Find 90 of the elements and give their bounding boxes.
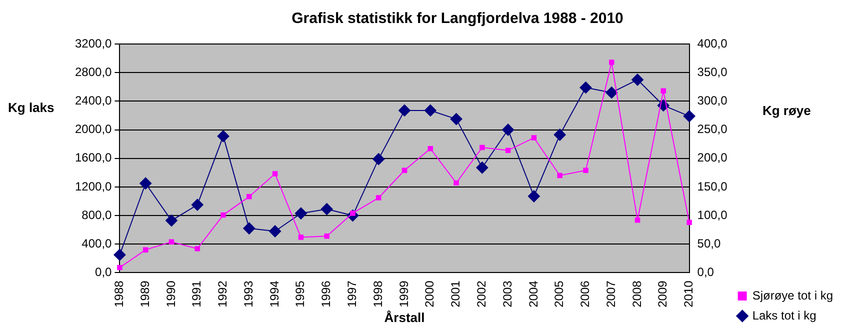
point (531, 135, 537, 140)
y2-tick-label: 400,0 (697, 36, 728, 50)
point (580, 82, 592, 94)
x-tick-label: 1990 (164, 280, 178, 308)
x-tick-label: 1994 (267, 280, 282, 308)
point (191, 198, 204, 211)
point (686, 220, 692, 226)
y2-tick-label: 200,0 (697, 150, 728, 165)
x-tick-label: 2000 (422, 280, 437, 308)
point (608, 60, 614, 65)
point (194, 246, 200, 252)
point (294, 207, 307, 220)
x-tick-label: 2006 (578, 280, 592, 308)
point (402, 168, 408, 173)
x-tick-label: 2005 (552, 280, 566, 308)
legend-label: Laks tot i kg (752, 308, 816, 322)
x-tick-label: 2003 (500, 280, 514, 308)
x-tick-label: 1993 (241, 280, 256, 308)
point (632, 74, 644, 86)
x-tick-label: 1999 (396, 280, 411, 308)
y-tick-label: 1200,0 (75, 179, 112, 194)
y2-tick-label: 50,0 (697, 236, 721, 250)
y-axis-title: Kg laks (8, 100, 54, 115)
point (557, 172, 562, 178)
point (583, 168, 588, 173)
point (454, 180, 459, 186)
x-tick-label: 1991 (190, 280, 204, 308)
x-tick-label: 2001 (448, 280, 463, 308)
y2-tick-label: 350,0 (697, 64, 728, 79)
y-tick-label: 0,0 (95, 265, 112, 280)
point (269, 225, 282, 238)
point (554, 128, 566, 141)
point (683, 110, 696, 122)
point (220, 212, 226, 218)
point (272, 171, 278, 176)
point (217, 130, 230, 142)
y2-tick-label: 0,0 (697, 265, 714, 280)
x-tick-label: 1998 (370, 280, 385, 308)
point (140, 177, 152, 190)
point (142, 247, 148, 252)
x-tick-label: 2008 (630, 280, 644, 308)
x-tick-label: 2007 (604, 280, 618, 308)
point (320, 203, 333, 216)
point (324, 233, 330, 239)
point (114, 248, 126, 261)
y-tick-label: 2800,0 (75, 64, 112, 79)
point (660, 88, 666, 94)
y-tick-label: 2000,0 (75, 122, 112, 136)
x-tick-label: 1989 (138, 280, 152, 308)
x-tick-label: 2004 (526, 280, 540, 308)
point (528, 190, 540, 202)
chart-title: Grafisk statistikk for Langfjordelva 1988 - 2010 (292, 10, 624, 28)
y2-tick-label: 150,0 (697, 179, 728, 194)
point (117, 264, 122, 270)
x-tick-label: 1997 (345, 280, 360, 308)
x-tick-label: 2010 (682, 280, 696, 308)
point (606, 86, 618, 99)
y2-axis-title: Kg røye (762, 102, 811, 118)
point (372, 153, 385, 166)
point (424, 104, 436, 116)
point (376, 195, 382, 200)
x-tick-label: 2009 (656, 280, 670, 308)
point (450, 113, 462, 126)
point (246, 194, 252, 200)
x-tick-label: 1995 (293, 280, 308, 308)
x-tick-label: 1996 (319, 280, 334, 308)
point (634, 217, 640, 223)
x-tick-label: 1988 (112, 280, 126, 308)
point (502, 124, 514, 136)
point (165, 214, 178, 227)
point (505, 148, 511, 153)
legend-label: Sjørøye tot i kg (752, 288, 834, 302)
point (168, 239, 174, 244)
y-tick-label: 2400,0 (75, 93, 112, 108)
x-axis-title: Årstall (384, 310, 425, 325)
y2-tick-label: 100,0 (697, 208, 728, 222)
y2-tick-label: 250,0 (697, 122, 728, 136)
point (480, 144, 485, 150)
point (476, 162, 488, 174)
point (298, 234, 304, 240)
point (243, 222, 256, 234)
y2-tick-label: 300,0 (697, 93, 728, 108)
y-tick-label: 1600,0 (75, 150, 112, 165)
point (398, 104, 410, 116)
y-tick-label: 800,0 (82, 208, 112, 222)
y-tick-label: 400,0 (82, 236, 112, 250)
x-tick-label: 2002 (474, 280, 488, 308)
x-tick-label: 1992 (216, 280, 230, 308)
point (428, 146, 434, 152)
y-tick-label: 3200,0 (75, 36, 112, 50)
